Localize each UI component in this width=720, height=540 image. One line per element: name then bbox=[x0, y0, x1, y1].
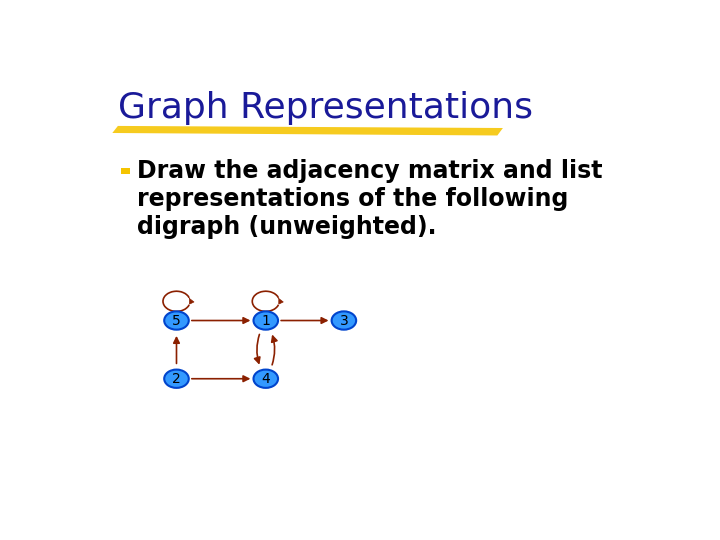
Circle shape bbox=[164, 369, 189, 388]
Text: 5: 5 bbox=[172, 314, 181, 328]
Text: Graph Representations: Graph Representations bbox=[118, 91, 533, 125]
Circle shape bbox=[332, 312, 356, 329]
Circle shape bbox=[253, 312, 278, 329]
Text: Draw the adjacency matrix and list: Draw the adjacency matrix and list bbox=[138, 159, 603, 183]
Bar bbox=[121, 167, 130, 174]
Circle shape bbox=[253, 369, 278, 388]
Circle shape bbox=[164, 312, 189, 329]
Text: 3: 3 bbox=[340, 314, 348, 328]
Text: representations of the following: representations of the following bbox=[138, 187, 569, 211]
Text: 2: 2 bbox=[172, 372, 181, 386]
Polygon shape bbox=[112, 126, 503, 136]
Text: digraph (unweighted).: digraph (unweighted). bbox=[138, 215, 437, 239]
Text: 1: 1 bbox=[261, 314, 270, 328]
Text: 4: 4 bbox=[261, 372, 270, 386]
